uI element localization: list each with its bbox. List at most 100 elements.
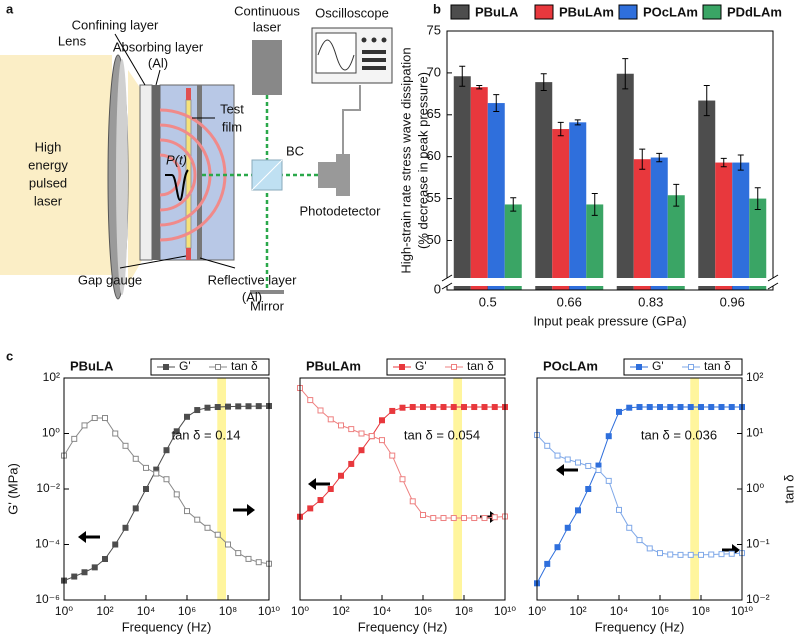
- highlight-band: [690, 378, 700, 600]
- x-tick-label: 0.83: [638, 294, 663, 309]
- point: [214, 531, 221, 538]
- point: [646, 404, 653, 411]
- legend-marker: [636, 364, 642, 370]
- error-bar: [737, 154, 744, 171]
- point: [471, 515, 478, 522]
- legend-label: PDdLAm: [727, 4, 782, 19]
- point: [399, 476, 406, 483]
- x-tick-label: 10⁰: [528, 604, 546, 618]
- label: (Al): [148, 55, 168, 70]
- y-tick-label: 75: [427, 22, 441, 37]
- point: [173, 491, 180, 498]
- point: [81, 569, 88, 576]
- point: [194, 516, 201, 523]
- gap-gauge-top: [186, 88, 191, 100]
- confining-layer: [139, 84, 153, 261]
- point: [616, 408, 622, 415]
- label: Test: [220, 101, 244, 116]
- point: [471, 404, 478, 411]
- point: [687, 551, 694, 558]
- error-bar: [673, 183, 680, 207]
- point: [564, 524, 571, 531]
- point: [708, 551, 715, 558]
- mirror: [250, 290, 284, 294]
- pressure-pulse: [165, 169, 189, 202]
- point: [235, 403, 242, 410]
- y-tick-label: 10⁰: [42, 426, 60, 440]
- point: [204, 404, 211, 411]
- label: energy: [28, 157, 68, 172]
- error-bar: [459, 65, 466, 87]
- point: [616, 506, 622, 513]
- point: [605, 433, 612, 440]
- cable: [342, 85, 361, 154]
- point: [718, 404, 725, 411]
- label: (Al): [242, 289, 262, 304]
- bar: [715, 162, 733, 290]
- bar: [616, 73, 634, 290]
- label: Lens: [58, 33, 87, 48]
- x-axis-label: Input peak pressure (GPa): [533, 313, 686, 328]
- point: [657, 404, 663, 411]
- label: film: [222, 119, 242, 134]
- panel-label: b: [433, 1, 441, 16]
- point: [143, 486, 149, 492]
- reflective-layer: [197, 85, 202, 260]
- oscilloscope-trace: [317, 39, 355, 71]
- point: [122, 442, 129, 449]
- y-tick-label: 10⁻⁴: [35, 537, 60, 551]
- bar: [586, 204, 604, 290]
- legend-label: tan δ: [231, 359, 258, 373]
- x-tick-label: 10¹⁰: [258, 604, 280, 618]
- point: [255, 559, 262, 566]
- oscilloscope-knobs: [361, 37, 387, 70]
- label: BC: [286, 143, 304, 158]
- y-axis-label: High-strain rate stress wave dissipation: [398, 47, 413, 273]
- bar: [535, 82, 553, 290]
- y-axis-label: (% decrease in peak pressure): [415, 72, 430, 249]
- bar: [470, 87, 488, 290]
- lens-face: [116, 59, 128, 295]
- x-axis-label: Frequency (Hz): [358, 619, 448, 634]
- point: [153, 470, 160, 477]
- point: [728, 550, 735, 557]
- bar: [633, 159, 651, 290]
- point: [358, 447, 365, 454]
- bar: [453, 76, 471, 290]
- legend-label: PBuLA: [475, 4, 519, 19]
- point: [657, 550, 663, 557]
- point: [132, 505, 139, 512]
- legend-label: POcLAm: [643, 4, 698, 19]
- absorbing-layer: [152, 85, 160, 260]
- bar: [667, 195, 685, 290]
- error-bar: [540, 73, 547, 91]
- point: [708, 404, 715, 411]
- point: [225, 403, 231, 410]
- plot-frame: [63, 377, 270, 601]
- point: [389, 407, 396, 414]
- y2-tick-label: 10⁻²: [746, 592, 770, 606]
- point: [626, 404, 633, 411]
- point: [379, 417, 385, 424]
- point: [450, 404, 457, 411]
- point: [327, 416, 334, 423]
- panel-label: a: [6, 1, 14, 16]
- legend-swatch: [702, 4, 722, 20]
- label: Gap gauge: [78, 272, 142, 287]
- legend-label: tan δ: [704, 359, 731, 373]
- y-tick-label: 0: [434, 281, 441, 296]
- annotation: tan δ = 0.036: [641, 427, 717, 442]
- point: [481, 515, 488, 522]
- point: [112, 541, 119, 548]
- point: [71, 435, 78, 442]
- x-axis-label: Frequency (Hz): [595, 619, 685, 634]
- x-tick-label: 0.96: [720, 294, 745, 309]
- point: [544, 442, 551, 449]
- x-tick-label: 10⁸: [692, 604, 710, 618]
- legend-label: PBuLAm: [559, 4, 614, 19]
- point: [317, 407, 324, 414]
- legend-marker: [688, 364, 694, 370]
- x-tick-label: 10⁰: [55, 604, 73, 618]
- x-tick-label: 10⁴: [137, 604, 156, 618]
- label: Reflective layer: [208, 272, 298, 287]
